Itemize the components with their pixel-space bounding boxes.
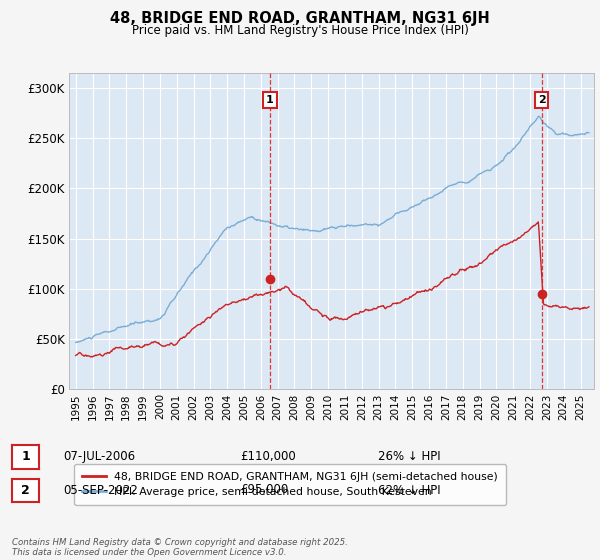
Text: Price paid vs. HM Land Registry's House Price Index (HPI): Price paid vs. HM Land Registry's House … (131, 24, 469, 37)
Text: 1: 1 (266, 95, 274, 105)
Text: 1: 1 (21, 450, 30, 464)
Text: £95,000: £95,000 (240, 483, 288, 497)
Text: 07-JUL-2006: 07-JUL-2006 (63, 450, 135, 463)
Text: 2: 2 (21, 484, 30, 497)
Text: 2: 2 (538, 95, 545, 105)
Text: £110,000: £110,000 (240, 450, 296, 463)
Text: 62% ↓ HPI: 62% ↓ HPI (378, 483, 440, 497)
Text: 26% ↓ HPI: 26% ↓ HPI (378, 450, 440, 463)
Text: Contains HM Land Registry data © Crown copyright and database right 2025.
This d: Contains HM Land Registry data © Crown c… (12, 538, 348, 557)
Text: 48, BRIDGE END ROAD, GRANTHAM, NG31 6JH: 48, BRIDGE END ROAD, GRANTHAM, NG31 6JH (110, 11, 490, 26)
Legend: 48, BRIDGE END ROAD, GRANTHAM, NG31 6JH (semi-detached house), HPI: Average pric: 48, BRIDGE END ROAD, GRANTHAM, NG31 6JH … (74, 464, 506, 505)
Text: 05-SEP-2022: 05-SEP-2022 (63, 483, 138, 497)
